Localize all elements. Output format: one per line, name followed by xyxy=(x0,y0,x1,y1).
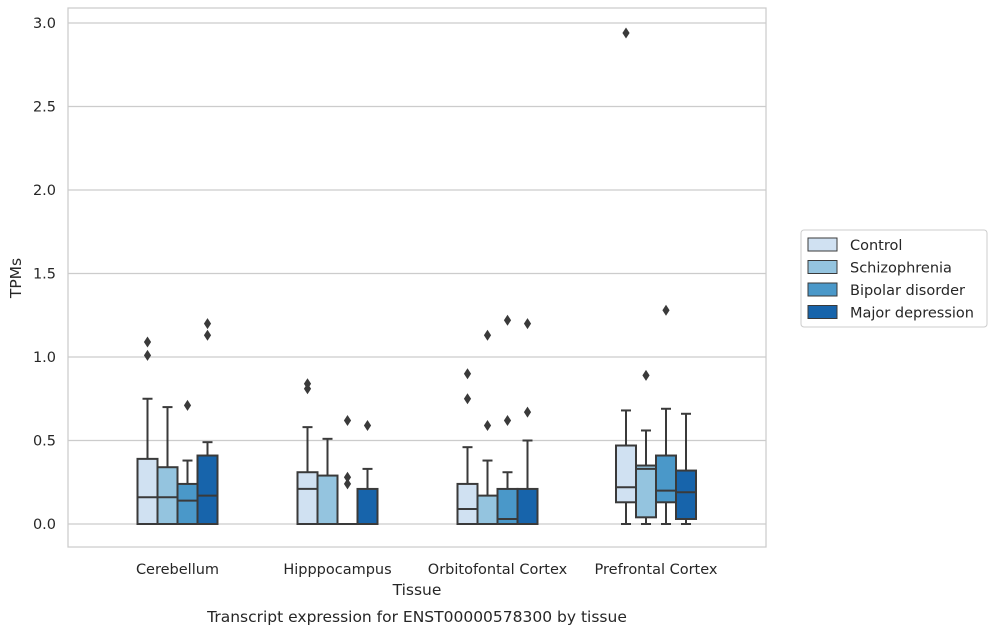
y-tick-label: 0.0 xyxy=(33,517,56,533)
grid xyxy=(68,22,766,525)
y-tick-labels: 0.0 0.5 1.0 1.5 2.0 2.5 3.0 xyxy=(33,16,56,533)
legend-frame xyxy=(800,229,988,328)
box-iqr xyxy=(296,471,319,526)
box-plot xyxy=(675,412,697,525)
box-plot xyxy=(136,336,159,525)
chart-caption: Transcript expression for ENST0000057830… xyxy=(206,608,627,626)
box-plot xyxy=(516,318,539,525)
box-iqr xyxy=(176,482,199,526)
box-plots xyxy=(136,27,697,526)
box-iqr xyxy=(476,494,499,525)
box-plot xyxy=(336,414,359,526)
box-plot xyxy=(316,437,339,526)
y-tick-label: 0.5 xyxy=(33,434,56,450)
outlier-point xyxy=(303,378,312,390)
outlier-point xyxy=(503,414,512,426)
box-iqr xyxy=(655,454,677,504)
box-iqr xyxy=(356,487,379,525)
outlier-point xyxy=(622,27,630,39)
legend: Control Schizophrenia Bipolar disorder Majo… xyxy=(800,229,988,328)
x-tick-labels: Cerebellum Hipppocampus Orbitofontal Corte… xyxy=(136,562,718,578)
outlier-point xyxy=(483,329,492,341)
box-iqr xyxy=(456,482,479,526)
box-plot xyxy=(196,318,219,525)
x-tick-label: Hipppocampus xyxy=(283,562,391,578)
box-iqr xyxy=(156,466,179,525)
outlier-point xyxy=(662,304,670,316)
plot-frame xyxy=(67,7,767,548)
outlier-point xyxy=(483,419,492,431)
y-axis-title: TPMs xyxy=(7,258,25,299)
outlier-point xyxy=(463,368,472,380)
outlier-point xyxy=(343,478,352,490)
outlier-point xyxy=(183,399,192,411)
box-iqr xyxy=(615,444,637,504)
x-tick-label: Cerebellum xyxy=(136,562,219,578)
legend-swatch xyxy=(807,282,838,297)
legend-label: Control xyxy=(850,238,902,254)
box-plot xyxy=(176,399,199,526)
box-plot xyxy=(476,329,499,525)
box-plot xyxy=(456,368,479,526)
x-tick-label: Orbitofontal Cortex xyxy=(428,562,568,578)
box-plot xyxy=(615,27,637,525)
box-plot xyxy=(655,304,677,525)
y-tick-label: 2.5 xyxy=(33,100,56,116)
box-iqr xyxy=(635,464,657,519)
box-iqr xyxy=(675,469,697,520)
outlier-point xyxy=(503,314,512,326)
box-plot xyxy=(356,419,379,525)
box-plot xyxy=(635,369,657,525)
box-plot xyxy=(156,406,179,525)
box-iqr xyxy=(136,457,159,525)
box-plot xyxy=(296,378,319,526)
outlier-point xyxy=(523,318,532,330)
outlier-point xyxy=(363,419,372,431)
x-axis-title: Tissue xyxy=(392,581,442,599)
outlier-point xyxy=(203,318,212,330)
y-tick-label: 1.0 xyxy=(33,350,56,366)
legend-label: Schizophrenia xyxy=(850,261,952,277)
y-tick-label: 3.0 xyxy=(33,16,56,32)
box-iqr xyxy=(316,474,339,526)
box-iqr xyxy=(196,454,219,525)
outlier-point xyxy=(343,471,352,483)
y-tick-label: 2.0 xyxy=(33,183,56,199)
legend-swatch xyxy=(807,260,838,274)
x-tick-label: Prefrontal Cortex xyxy=(595,562,718,578)
outlier-point xyxy=(642,369,650,381)
outlier-point xyxy=(143,349,152,361)
box-plot xyxy=(496,314,519,525)
legend-label: Major depression xyxy=(850,306,974,322)
outlier-point xyxy=(143,336,152,348)
y-tick-label: 1.5 xyxy=(33,267,56,283)
outlier-point xyxy=(343,414,352,426)
outlier-point xyxy=(203,329,212,341)
outlier-point xyxy=(463,393,472,405)
outlier-point xyxy=(523,406,532,418)
legend-label: Bipolar disorder xyxy=(850,283,965,299)
box-iqr xyxy=(516,487,539,525)
legend-swatch xyxy=(807,305,838,319)
legend-swatch xyxy=(807,237,838,252)
